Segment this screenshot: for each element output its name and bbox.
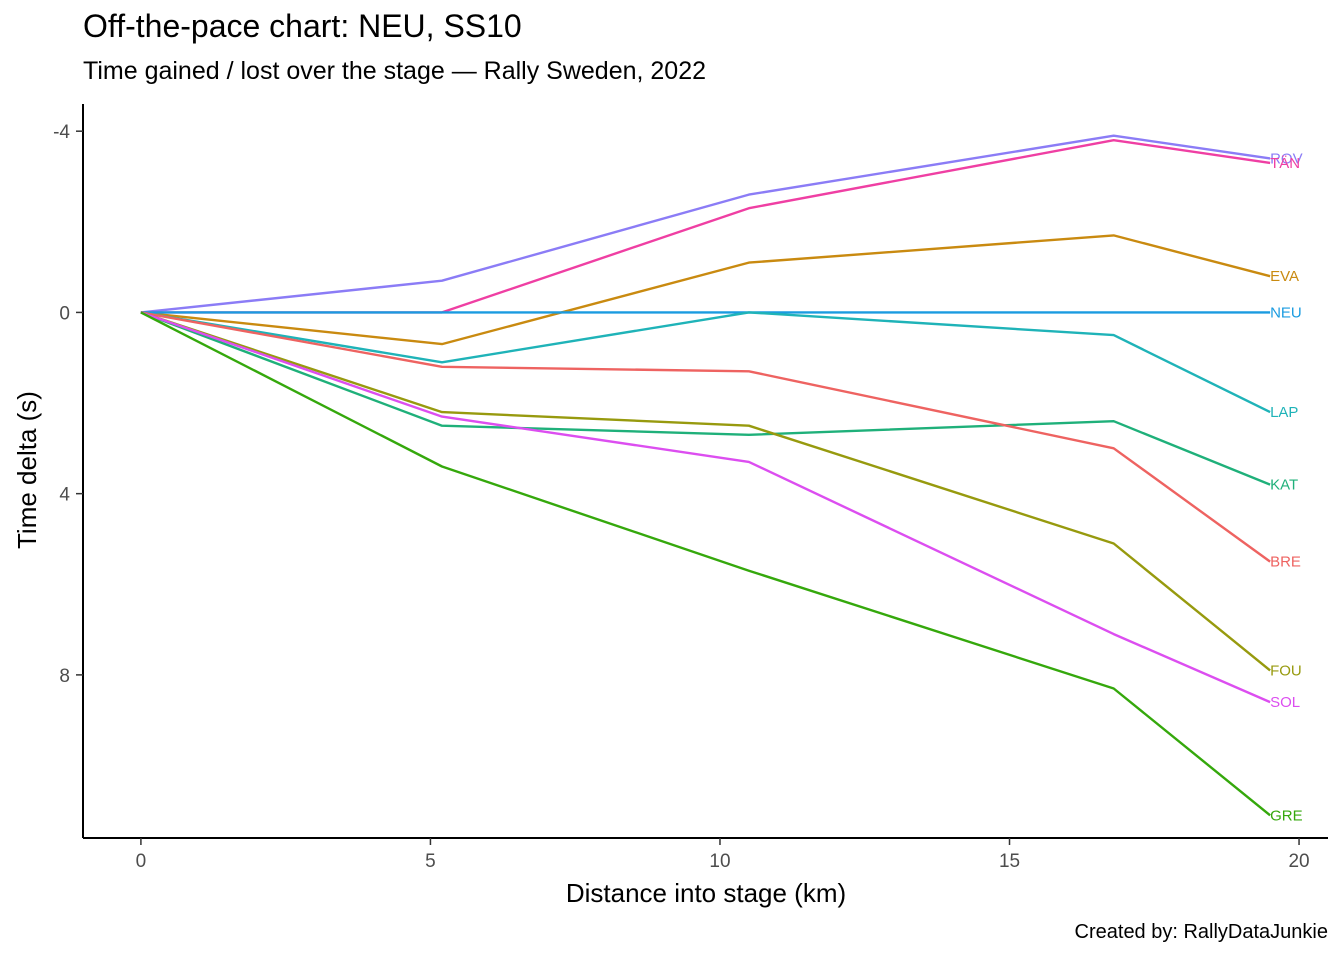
x-tick-label: 0 (136, 851, 147, 872)
series-label-neu: NEU (1270, 304, 1302, 321)
x-tick-label: 5 (425, 851, 436, 872)
series-label-kat: KAT (1270, 477, 1298, 494)
series-label-eva: EVA (1270, 268, 1299, 285)
series-label-tän: TÄN (1270, 155, 1300, 172)
series-label-sol: SOL (1270, 694, 1300, 711)
series-label-gre: GRE (1270, 807, 1303, 824)
y-tick-label: 8 (59, 666, 70, 687)
series-label-lap: LAP (1270, 404, 1298, 421)
x-tick-label: 20 (1288, 851, 1309, 872)
series-line-lap (140, 311, 1271, 414)
y-tick-label: 4 (59, 485, 70, 506)
x-axis-label: Distance into stage (km) (566, 878, 846, 908)
series-line-eva (140, 234, 1271, 346)
series-layer (140, 134, 1271, 817)
series-label-bre: BRE (1270, 554, 1301, 571)
series-line-sol (140, 311, 1271, 704)
y-tick-label: 0 (59, 303, 70, 324)
series-line-rov (140, 134, 1271, 314)
y-axis-label: Time delta (s) (12, 391, 42, 549)
chart-subtitle: Time gained / lost over the stage — Rall… (83, 57, 707, 85)
x-tick-label: 10 (709, 851, 730, 872)
caption: Created by: RallyDataJunkie (1074, 921, 1328, 943)
axes: 0 5 10 15 20 -4 0 4 8 (53, 104, 1328, 872)
series-line-gre (140, 311, 1271, 817)
series-line-kat (140, 311, 1271, 486)
chart-title: Off-the-pace chart: NEU, SS10 (83, 8, 522, 44)
series-label-fou: FOU (1270, 662, 1302, 679)
x-tick-label: 15 (999, 851, 1020, 872)
series-line-bre (140, 311, 1271, 563)
series-line-tän (140, 138, 1271, 314)
series-label-rov: ROV (1270, 150, 1303, 167)
series-line-fou (140, 311, 1271, 672)
y-tick-label: -4 (53, 122, 70, 143)
